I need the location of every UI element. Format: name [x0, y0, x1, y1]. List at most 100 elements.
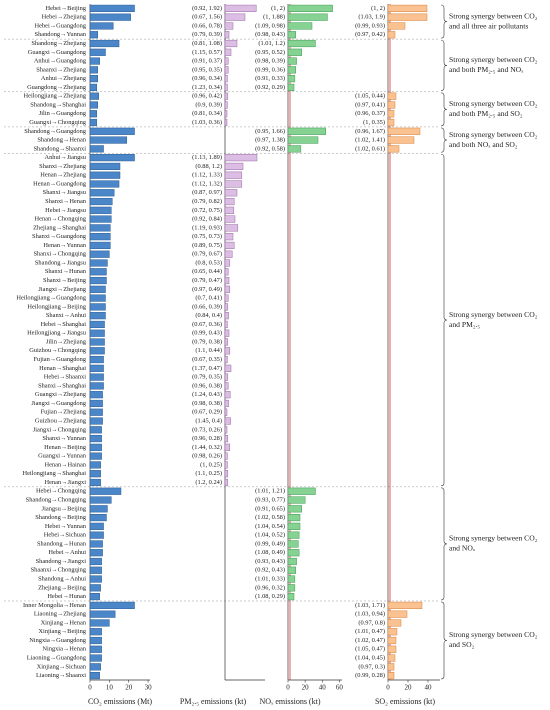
category-label: Jilin→Zhejiang: [46, 338, 87, 345]
category-label: Inner Mongolia→Henan: [23, 602, 87, 609]
bar: [89, 22, 114, 30]
category-label: Shandong→Anhui: [38, 576, 86, 583]
pair-label: (1.04, 0.54): [255, 523, 285, 530]
category-label: Shandong→Shaanxi: [33, 145, 86, 152]
pair-label: (1.15, 0.57): [192, 49, 222, 56]
bar: [287, 540, 299, 548]
category-label: Shaanxi→Zhejiang: [36, 66, 86, 73]
pair-label: (1, 2): [271, 5, 285, 12]
bar: [89, 426, 102, 434]
category-label: Xinjiang→Beijing: [38, 628, 86, 635]
group-label: and both NOₓ and SO₂: [449, 140, 518, 149]
pair-label: (0.79, 0.39): [192, 31, 222, 38]
category-label: Guangxi→Chongqing: [29, 119, 87, 126]
bar: [89, 557, 102, 566]
pair-label: (0.99, 0.93): [355, 22, 385, 29]
bar: [387, 672, 395, 680]
bar: [89, 619, 110, 627]
category-label: Jilin→Guangdong: [39, 110, 87, 117]
category-label: Henan→Yunnan: [43, 242, 86, 249]
group-bracket: [440, 127, 448, 153]
bar: [287, 4, 333, 12]
pair-label: (0.65, 0.44): [192, 268, 222, 275]
bar: [89, 338, 105, 346]
bar: [224, 250, 233, 258]
bar: [224, 294, 229, 302]
bar: [224, 399, 229, 408]
bar: [224, 22, 234, 30]
bar: [224, 75, 228, 83]
pair-label: (1.2, 0.24): [195, 479, 222, 486]
bar: [89, 364, 104, 372]
bar: [89, 233, 111, 241]
category-label: Henan→Zhejiang: [40, 172, 87, 179]
bar: [224, 320, 228, 329]
bar: [387, 619, 402, 627]
bar: [224, 83, 228, 91]
category-label: Shandong→Jiangsu: [35, 259, 87, 266]
pair-label: (1.08, 0.29): [255, 593, 285, 600]
pair-label: (0.88, 1.2): [195, 163, 222, 170]
category-label: Hebei→Sichuan: [44, 532, 87, 539]
bar: [224, 154, 258, 162]
bar: [89, 320, 105, 329]
group-label: Strong synergy between CO₂: [449, 11, 538, 20]
group-label: Strong synergy between CO₂: [449, 130, 538, 139]
category-label: Xinjiang→Henan: [41, 619, 87, 626]
pair-label: (1.09, 0.98): [255, 22, 285, 29]
bar: [224, 461, 228, 469]
pair-label: (0.72, 0.75): [192, 207, 222, 214]
bar: [224, 470, 229, 478]
bar: [224, 285, 231, 293]
pair-label: (1, 1.88): [263, 14, 285, 21]
bar: [224, 189, 238, 197]
bar: [89, 663, 101, 671]
category-label: Ningxia→Henan: [42, 646, 86, 653]
category-label: Hebei→Jiangsu: [45, 207, 87, 214]
pair-label: (1.23, 0.34): [192, 84, 222, 91]
bar: [89, 593, 100, 601]
bar: [89, 215, 112, 223]
bar: [387, 22, 406, 30]
bar: [224, 224, 239, 232]
pair-label: (0.84, 0.4): [195, 312, 222, 319]
pair-label: (0.98, 0.39): [255, 58, 285, 65]
pair-label: (0.7, 0.41): [195, 295, 222, 302]
category-label: Heilongjiang→Zhejiang: [24, 93, 87, 100]
bar: [89, 92, 99, 100]
bar: [387, 628, 398, 636]
bar: [224, 259, 231, 267]
category-label: Shanxi→Jiangsu: [43, 189, 87, 196]
bar: [224, 268, 229, 276]
pair-label: (0.99, 0.28): [355, 672, 385, 679]
category-label: Henan→Jiangxi: [44, 479, 86, 486]
bar: [89, 373, 104, 381]
bar: [89, 224, 111, 232]
category-label: Hebei→Zhejiang: [42, 14, 87, 21]
pair-label: (0.66, 0.78): [192, 22, 222, 29]
pair-label: (0.97, 1.38): [255, 137, 285, 144]
axis-title: SO₂ emissions (kt): [375, 697, 435, 706]
bar: [287, 48, 302, 56]
group-bracket: [440, 601, 448, 680]
category-label: Shanxi→Chongqing: [33, 251, 86, 258]
pair-label: (0.96, 0.34): [192, 75, 222, 82]
bar: [89, 250, 110, 258]
pair-label: (1.03, 1.71): [355, 602, 385, 609]
pair-label: (0.67, 1.56): [192, 14, 222, 21]
pair-label: (0.79, 0.35): [192, 374, 222, 381]
category-label: Jiangsu→Beijing: [42, 505, 87, 512]
pair-label: (1.03, 0.36): [192, 119, 222, 126]
pair-label: (0.79, 0.82): [192, 198, 222, 205]
category-label: Guizhou→Chongqing: [29, 347, 87, 354]
category-label: Shandong→Chongqing: [26, 496, 87, 503]
pair-label: (1.02, 0.61): [355, 145, 385, 152]
bar: [89, 13, 131, 21]
bar: [387, 127, 421, 135]
category-label: Guangdong→Zhejiang: [27, 84, 87, 91]
pair-label: (1.03, 0.94): [355, 611, 385, 618]
bar: [89, 584, 101, 592]
bar: [224, 92, 229, 100]
bar: [387, 13, 428, 21]
